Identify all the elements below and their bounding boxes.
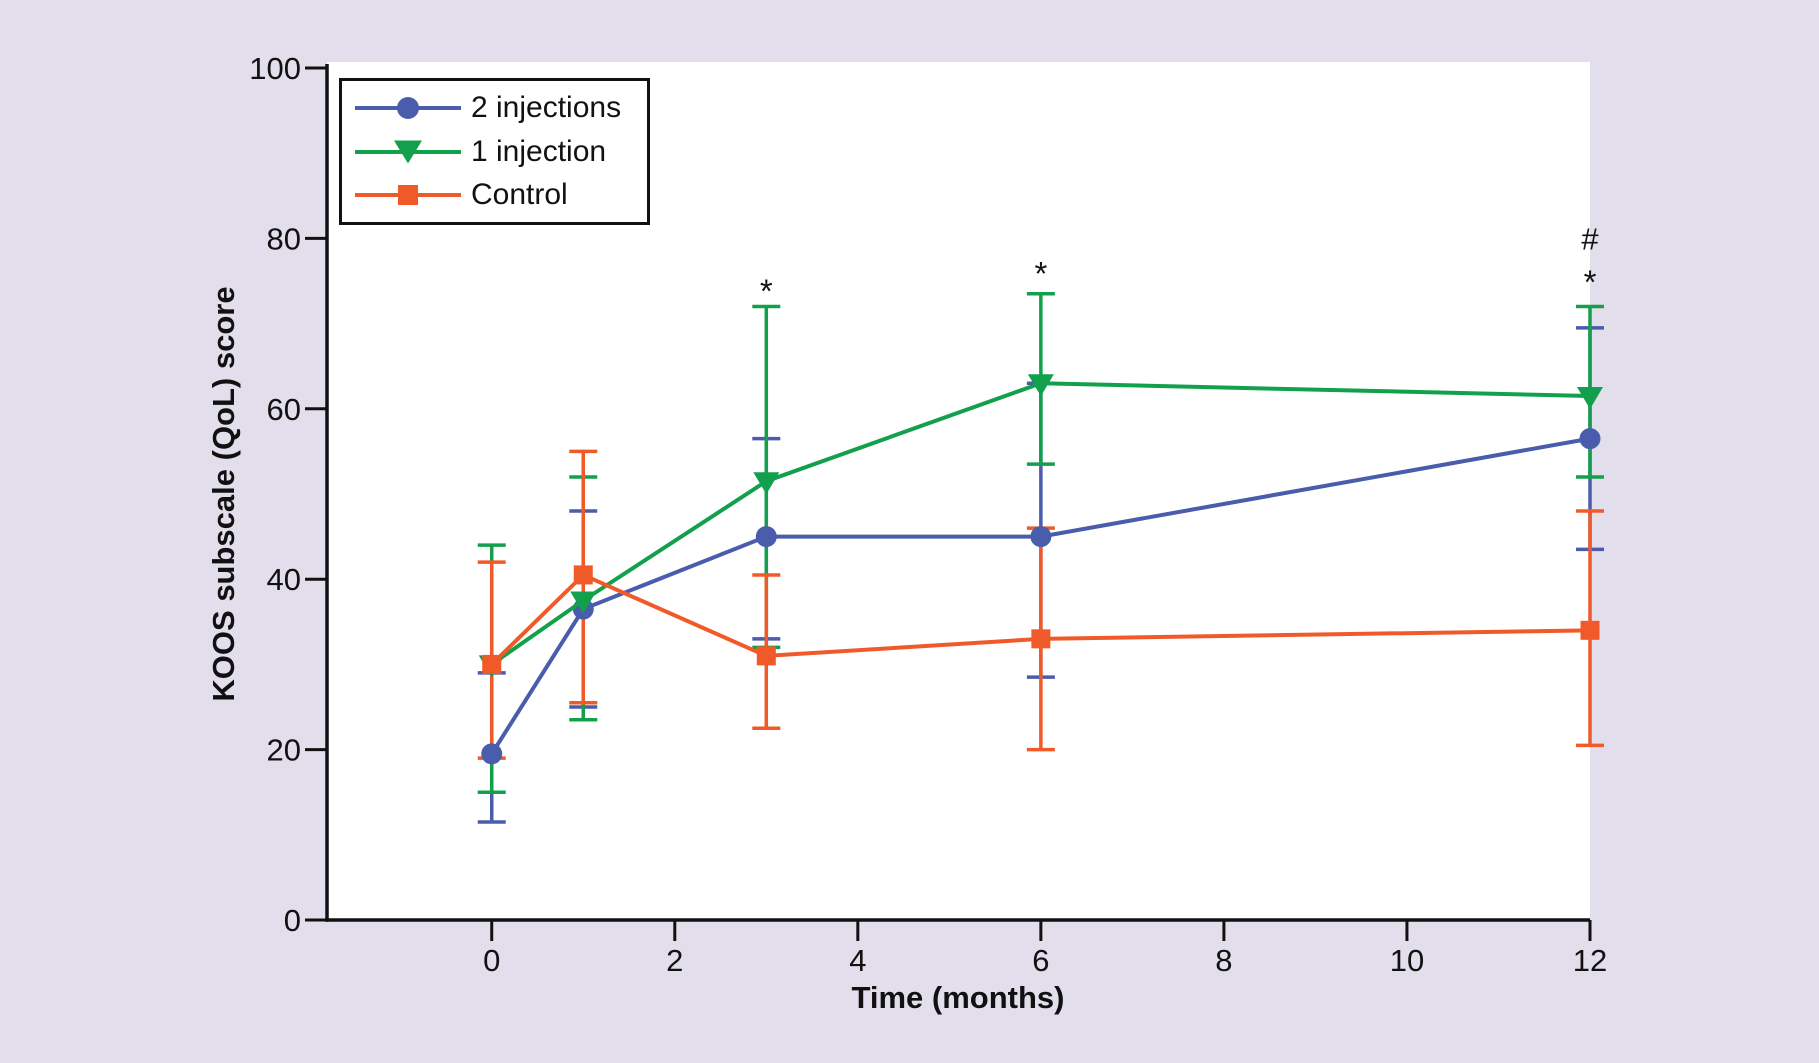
x-tick-label: 4: [849, 943, 866, 978]
triangle-down-marker-icon: [1577, 387, 1603, 410]
y-tick-label: 100: [249, 51, 301, 86]
triangle-down-marker-icon: [394, 140, 422, 163]
legend-item-1-injection: 1 injection: [342, 130, 647, 174]
x-axis-title: Time (months): [851, 980, 1065, 1015]
square-marker-icon: [1580, 620, 1600, 640]
y-tick-label: 40: [267, 562, 301, 597]
legend-label: 2 injections: [471, 90, 622, 124]
legend-item-control: Control: [342, 173, 647, 217]
triangle-down-marker-icon: [570, 591, 597, 614]
legend-item-2-injections: 2 injections: [342, 86, 647, 130]
circle-marker-icon: [397, 96, 419, 119]
square-marker-icon: [756, 646, 776, 666]
y-tick-label: 20: [267, 733, 301, 768]
circle-marker-icon: [755, 526, 777, 548]
legend-label: Control: [471, 178, 568, 212]
triangle-down-marker-icon: [1027, 374, 1054, 397]
significance-annotation: #: [1581, 221, 1599, 256]
legend-swatch: [355, 93, 461, 123]
legend-swatch: [355, 180, 461, 210]
y-tick-label: 80: [267, 221, 301, 256]
legend: 2 injections 1 injection Control: [339, 78, 650, 225]
square-marker-icon: [482, 654, 502, 674]
circle-marker-icon: [1030, 526, 1052, 548]
y-axis-title: KOOS subscale (QoL) score: [206, 286, 241, 702]
legend-label: 1 injection: [471, 134, 607, 168]
square-marker-icon: [573, 565, 593, 585]
legend-swatch: [355, 137, 461, 167]
significance-annotation: *: [760, 272, 773, 309]
triangle-down-marker-icon: [753, 472, 780, 495]
y-tick-label: 0: [284, 903, 301, 938]
square-marker-icon: [398, 185, 418, 206]
significance-annotation: *: [1034, 255, 1047, 292]
significance-annotation: *: [1584, 264, 1597, 301]
circle-marker-icon: [481, 743, 503, 765]
x-tick-label: 0: [483, 943, 500, 978]
x-tick-label: 8: [1215, 943, 1232, 978]
axes: [325, 64, 1590, 922]
series-markers-control: [482, 565, 1600, 674]
y-tick-label: 60: [267, 392, 301, 427]
square-marker-icon: [1031, 629, 1051, 649]
circle-marker-icon: [1579, 428, 1601, 450]
x-tick-label: 12: [1573, 943, 1607, 978]
x-tick-label: 2: [666, 943, 683, 978]
x-tick-label: 10: [1390, 943, 1424, 978]
x-tick-label: 6: [1032, 943, 1049, 978]
